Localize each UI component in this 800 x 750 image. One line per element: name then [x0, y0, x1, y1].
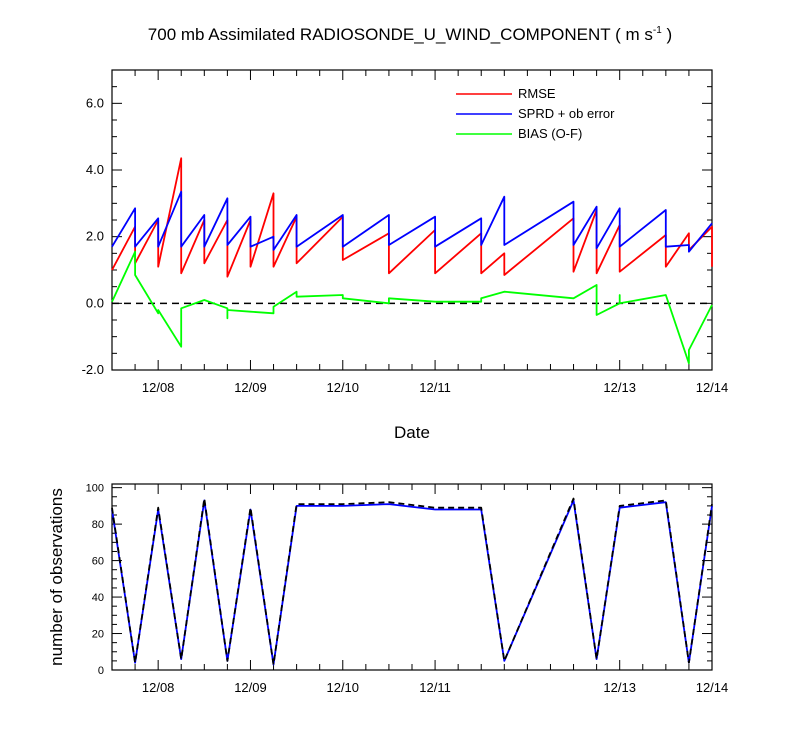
bottom-x-tick-label: 12/14 [696, 680, 729, 695]
top-x-tick-labels: 12/08 12/09 12/10 12/11 12/13 12/14 [142, 380, 728, 395]
legend-item-sprd: SPRD + ob error [456, 106, 615, 121]
legend-label-rmse: RMSE [518, 86, 556, 101]
x-axis-title: Date [394, 423, 430, 442]
top-plot-frame [111, 69, 713, 371]
legend: RMSE SPRD + ob error BIAS (O-F) [456, 86, 615, 141]
bottom-series-line-possible [111, 497, 713, 666]
top-plot: -2.00.02.04.06.0 12/08 12/09 12/10 12/11 12/… [82, 69, 728, 442]
bottom-x-tick-label: 12/08 [142, 680, 175, 695]
top-ticks [111, 69, 713, 371]
bottom-x-tick-label: 12/11 [419, 680, 451, 695]
top-x-tick-label: 12/08 [142, 380, 175, 395]
top-y-tick-label: 0.0 [86, 295, 104, 310]
bottom-series-line-assimilated [111, 499, 713, 666]
bottom-x-tick-label: 12/10 [326, 680, 359, 695]
bottom-x-tick-label: 12/13 [603, 680, 636, 695]
top-x-tick-label: 12/13 [603, 380, 636, 395]
top-series-line-sprd-ob-error [111, 190, 713, 253]
top-y-tick-label: 2.0 [86, 229, 104, 244]
legend-item-rmse: RMSE [456, 86, 556, 101]
bottom-y-tick-label: 60 [92, 556, 104, 568]
bottom-series-group [111, 497, 713, 666]
bottom-y-tick-label: 40 [92, 592, 104, 604]
bottom-y-tick-labels: 0 20 40 60 80 100 [86, 483, 104, 677]
top-series-line-bias-o-f [111, 250, 713, 365]
bottom-y-tick-label: 0 [98, 665, 104, 677]
top-y-tick-label: 4.0 [86, 162, 104, 177]
top-y-tick-labels: -2.0 0.0 2.0 4.0 6.0 [82, 95, 104, 377]
legend-label-sprd: SPRD + ob error [518, 106, 615, 121]
chart-title: 700 mb Assimilated RADIOSONDE_U_WIND_COM… [148, 25, 672, 44]
bottom-y-tick-label: 100 [86, 483, 104, 495]
bottom-y-tick-label: 20 [92, 629, 104, 641]
top-x-tick-label: 12/14 [696, 380, 729, 395]
top-x-tick-label: 12/09 [234, 380, 267, 395]
bottom-x-tick-labels: 12/08 12/09 12/10 12/11 12/13 12/14 [142, 680, 728, 695]
top-y-tick-label: 6.0 [86, 95, 104, 110]
legend-item-bias: BIAS (O-F) [456, 126, 582, 141]
y-axis-title-observations: number of observations [47, 488, 66, 666]
bottom-x-tick-label: 12/09 [234, 680, 267, 695]
bottom-y-tick-label: 80 [92, 519, 104, 531]
top-y-tick-label: -2.0 [82, 362, 104, 377]
legend-label-bias: BIAS (O-F) [518, 126, 582, 141]
top-x-tick-label: 12/11 [419, 380, 451, 395]
top-x-tick-label: 12/10 [326, 380, 359, 395]
top-series-group [111, 157, 713, 365]
